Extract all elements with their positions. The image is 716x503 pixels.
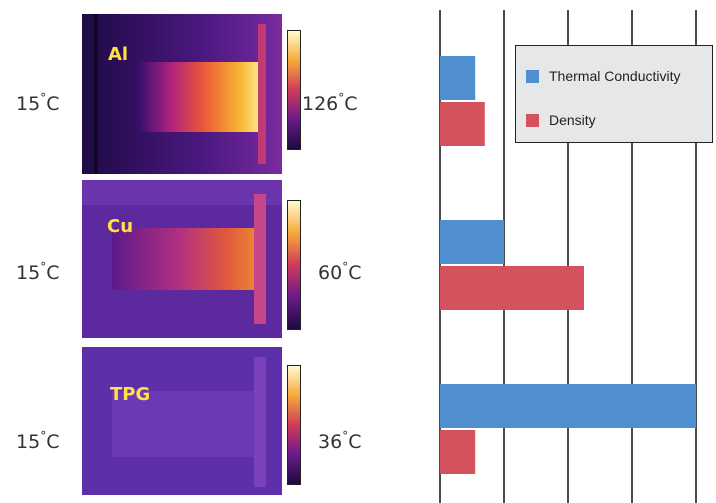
temp-right-al: 126°C	[302, 91, 358, 115]
temp-right-al-value: 126	[302, 93, 339, 115]
temp-right-tpg: 36°C	[318, 429, 362, 453]
material-label-cu: Cu	[107, 216, 134, 237]
unit-c: C	[348, 431, 362, 453]
unit-c: C	[344, 93, 358, 115]
degree-mark: °	[342, 260, 349, 274]
legend-swatch-thermal-conductivity	[526, 69, 539, 83]
degree-mark: °	[40, 260, 47, 274]
color-scale-bar-al	[287, 30, 301, 150]
temp-left-al: 15°C	[16, 91, 60, 115]
bar-cu-thermal-conductivity	[440, 220, 504, 264]
thermal-image-al	[82, 14, 282, 174]
material-label-tpg: TPG	[110, 384, 151, 405]
thermal-image-cu	[82, 180, 282, 338]
temp-left-cu: 15°C	[16, 260, 60, 284]
temp-right-cu: 60°C	[318, 260, 362, 284]
bar-al-thermal-conductivity	[440, 56, 476, 100]
legend-swatch-density	[526, 113, 539, 127]
thermal-image-tpg	[82, 347, 282, 495]
bar-al-density	[440, 102, 485, 146]
bar-tpg-thermal-conductivity	[440, 384, 696, 428]
unit-c: C	[46, 93, 60, 115]
material-label-al: Al	[108, 44, 129, 65]
legend-item-thermal-conductivity: Thermal Conductivity	[526, 68, 681, 84]
temp-left-cu-value: 15	[16, 262, 41, 284]
color-scale-bar-tpg	[287, 365, 301, 485]
unit-c: C	[46, 431, 60, 453]
thermal-heatmap-al	[82, 14, 282, 174]
temp-left-tpg: 15°C	[16, 429, 60, 453]
temp-right-tpg-value: 36	[318, 431, 343, 453]
chart-legend: Thermal Conductivity Density	[515, 45, 713, 143]
legend-label-density: Density	[549, 112, 596, 128]
legend-item-density: Density	[526, 112, 596, 128]
unit-c: C	[348, 262, 362, 284]
degree-mark: °	[40, 429, 47, 443]
legend-label-thermal-conductivity: Thermal Conductivity	[549, 68, 681, 84]
bar-tpg-density	[440, 430, 476, 474]
thermal-heatmap-tpg	[82, 347, 282, 495]
degree-mark: °	[338, 91, 345, 105]
degree-mark: °	[40, 91, 47, 105]
bar-chart	[439, 10, 697, 503]
color-scale-bar-cu	[287, 200, 301, 330]
temp-left-al-value: 15	[16, 93, 41, 115]
bar-cu-density	[440, 266, 584, 310]
temp-left-tpg-value: 15	[16, 431, 41, 453]
unit-c: C	[46, 262, 60, 284]
degree-mark: °	[342, 429, 349, 443]
thermal-heatmap-cu	[82, 180, 282, 338]
temp-right-cu-value: 60	[318, 262, 343, 284]
